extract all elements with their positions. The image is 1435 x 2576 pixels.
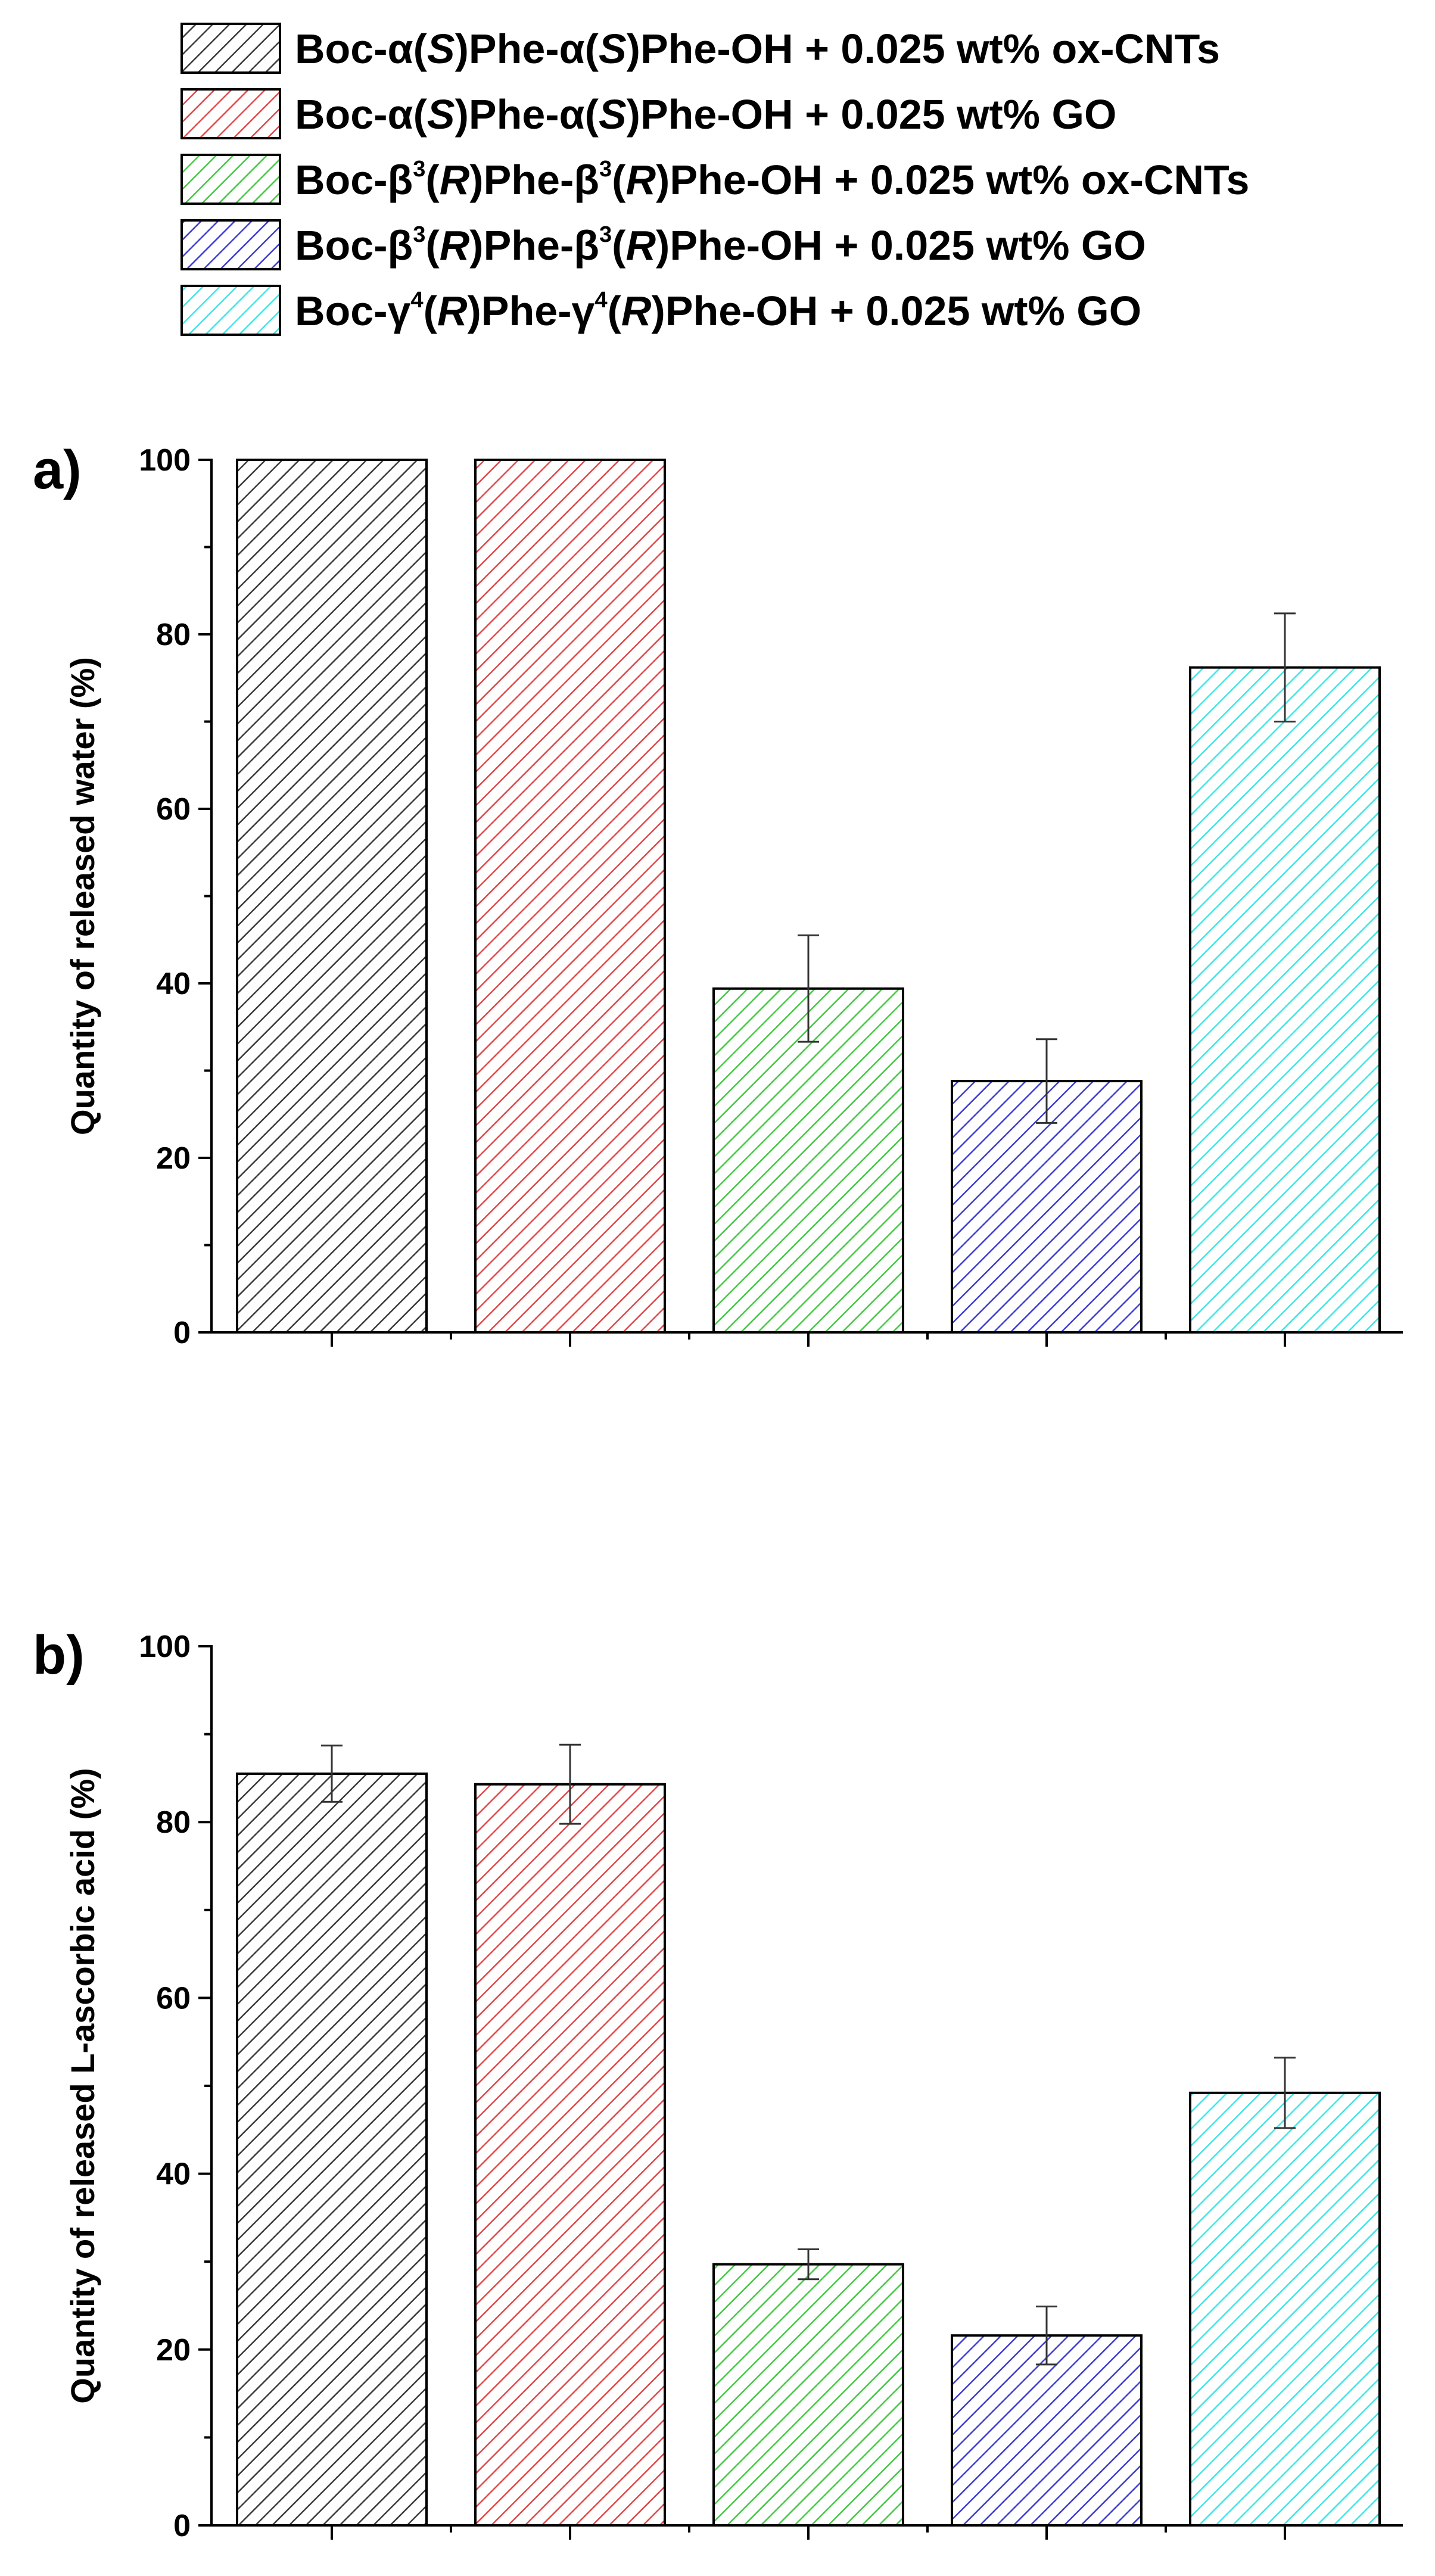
y-tick-label: 80: [156, 1805, 191, 1840]
bar: [474, 459, 666, 1334]
y-tick-label: 0: [173, 2509, 191, 2543]
legend-item: Boc-α(S)Phe-α(S)Phe-OH + 0.025 wt% GO: [180, 88, 1116, 139]
legend-item: Boc-β3(R)Phe-β3(R)Phe-OH + 0.025 wt% ox-…: [180, 154, 1250, 205]
y-tick-label: 20: [156, 2333, 191, 2368]
y-tick-label: 80: [156, 618, 191, 652]
error-bar: [559, 1743, 581, 1825]
legend-item: Boc-β3(R)Phe-β3(R)Phe-OH + 0.025 wt% GO: [180, 219, 1146, 270]
legend-swatch: [180, 23, 281, 74]
panel-label: a): [33, 440, 82, 500]
error-bar: [321, 1745, 343, 1803]
chart-panel-b: b) 0 20 40 60 80 100 Quantity of released L-asc…: [33, 1625, 1403, 2543]
error-bar: [1274, 2057, 1296, 2129]
legend-swatch: [180, 219, 281, 270]
error-bar: [798, 934, 819, 1043]
y-tick-label: 100: [139, 1630, 191, 1664]
y-axis-title: Quantity of released water (%): [64, 657, 101, 1135]
legend-swatch: [180, 88, 281, 139]
bar: [236, 1773, 428, 2527]
y-tick-label: 20: [156, 1141, 191, 1176]
error-bar: [1274, 612, 1296, 722]
bar: [712, 2263, 904, 2527]
y-tick-label: 40: [156, 2157, 191, 2192]
y-tick-label: 100: [139, 443, 191, 478]
y-tick-label: 60: [156, 1981, 191, 2016]
bar: [236, 459, 428, 1334]
bar: [1189, 2091, 1381, 2527]
legend-swatch: [180, 285, 281, 336]
legend-item: Boc-γ4(R)Phe-γ4(R)Phe-OH + 0.025 wt% GO: [180, 285, 1141, 336]
legend-label: Boc-β3(R)Phe-β3(R)Phe-OH + 0.025 wt% GO: [295, 222, 1146, 269]
error-bar: [1036, 2305, 1057, 2366]
bar: [951, 2334, 1143, 2527]
y-tick-label: 0: [173, 1316, 191, 1350]
legend-label: Boc-β3(R)Phe-β3(R)Phe-OH + 0.025 wt% ox-…: [295, 157, 1250, 203]
legend-label: Boc-α(S)Phe-α(S)Phe-OH + 0.025 wt% GO: [295, 91, 1116, 138]
legend-label: Boc-γ4(R)Phe-γ4(R)Phe-OH + 0.025 wt% GO: [295, 288, 1141, 334]
bar: [474, 1783, 666, 2527]
bar: [712, 987, 904, 1334]
y-tick-label: 60: [156, 792, 191, 827]
legend-label: Boc-α(S)Phe-α(S)Phe-OH + 0.025 wt% ox-CN…: [295, 26, 1220, 72]
y-tick-label: 40: [156, 967, 191, 1001]
error-bar: [798, 2248, 819, 2281]
bar: [1189, 666, 1381, 1334]
legend-item: Boc-α(S)Phe-α(S)Phe-OH + 0.025 wt% ox-CN…: [180, 23, 1220, 74]
chart-panel-a: a) 0 20 40 60 80 100 Quantity of released water…: [33, 440, 1403, 1350]
legend: Boc-α(S)Phe-α(S)Phe-OH + 0.025 wt% ox-CN…: [180, 23, 1250, 336]
panel-label: b): [33, 1625, 85, 1686]
legend-swatch: [180, 154, 281, 205]
y-axis-title: Quantity of released L-ascorbic acid (%): [64, 1768, 101, 2403]
error-bar: [1036, 1038, 1057, 1124]
